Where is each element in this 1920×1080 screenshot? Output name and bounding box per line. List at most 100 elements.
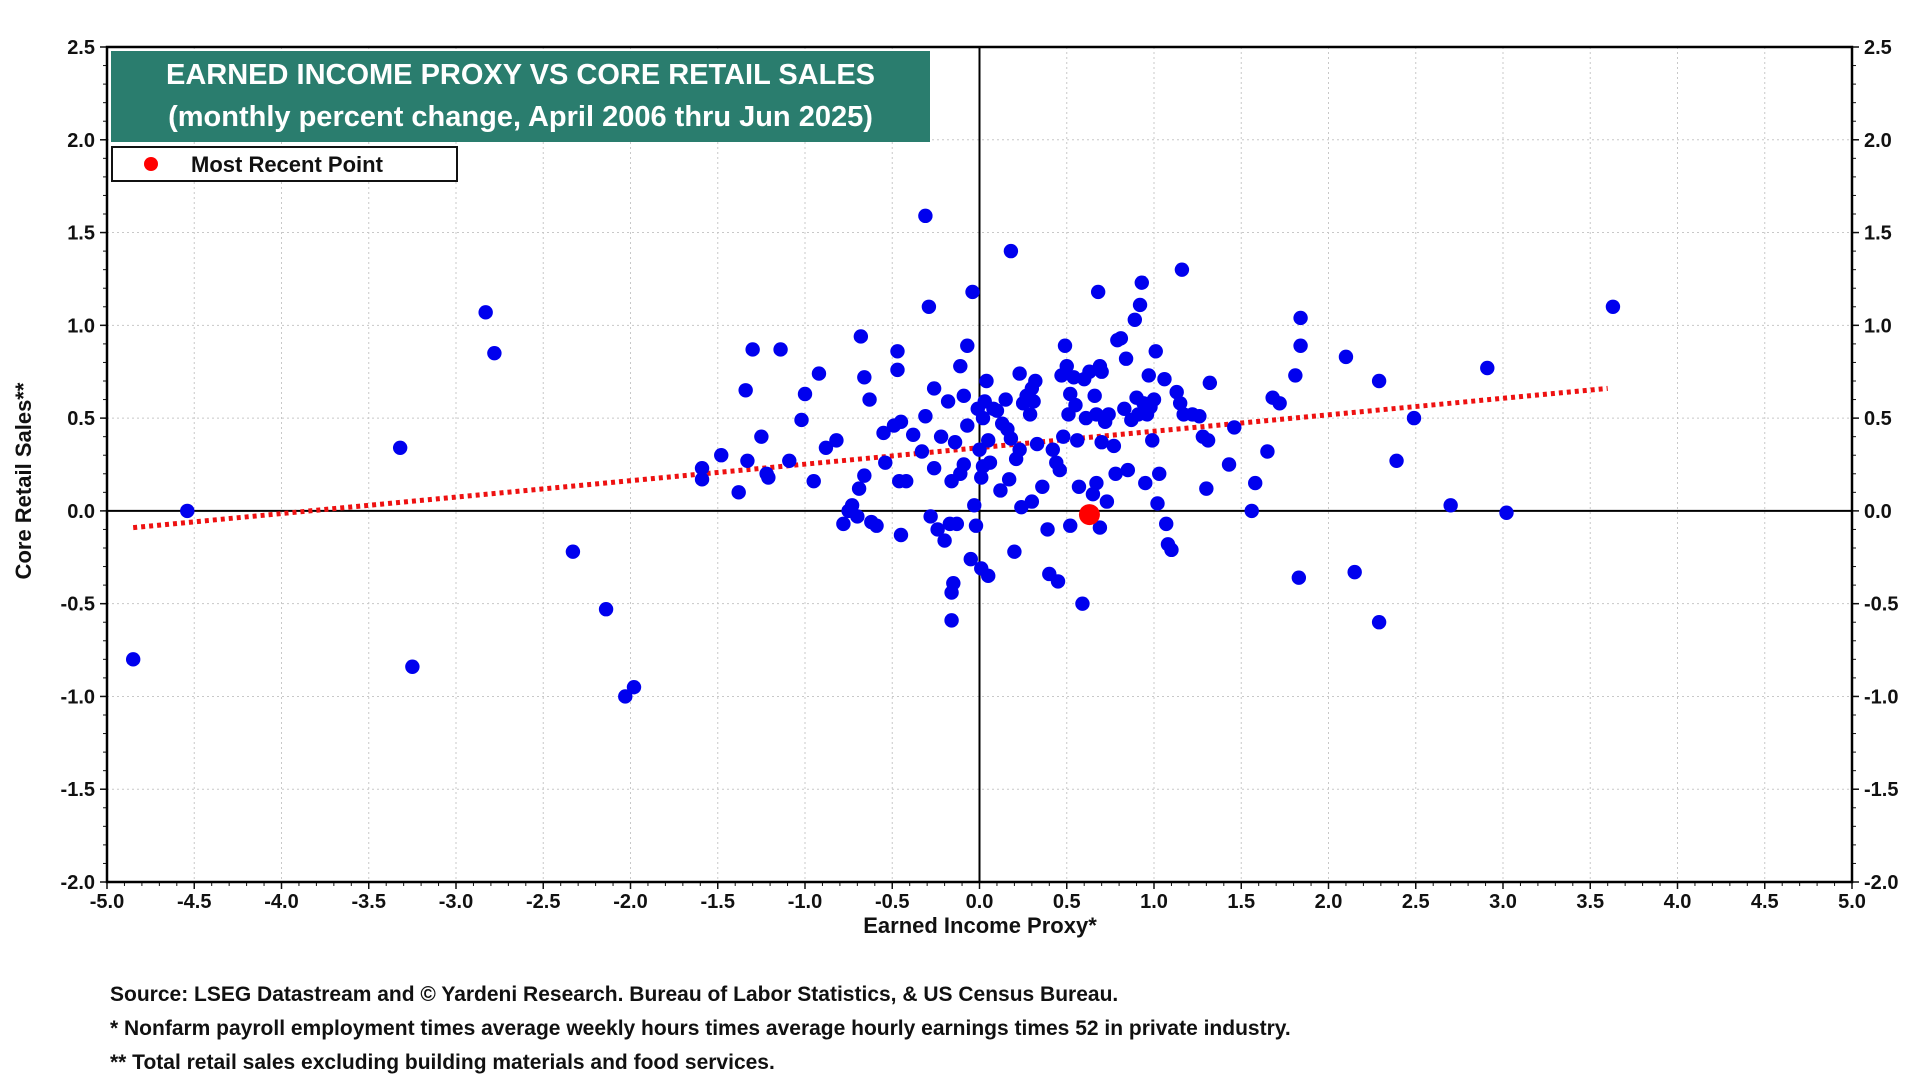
data-point bbox=[740, 453, 755, 468]
data-point bbox=[960, 418, 975, 433]
data-point bbox=[836, 516, 851, 532]
data-point bbox=[1063, 518, 1078, 533]
data-point bbox=[981, 568, 996, 584]
data-point bbox=[857, 468, 872, 483]
data-point bbox=[1028, 373, 1043, 389]
data-point bbox=[918, 208, 933, 224]
data-point bbox=[940, 394, 956, 409]
x-tick-label: -4.0 bbox=[264, 891, 298, 913]
data-point bbox=[1146, 392, 1162, 407]
y-tick-label-left: 2.5 bbox=[67, 37, 95, 59]
data-point bbox=[953, 358, 968, 374]
footnote-2: ** Total retail sales excluding building… bbox=[110, 1051, 775, 1074]
data-point bbox=[982, 455, 998, 470]
data-point bbox=[979, 373, 994, 389]
data-point bbox=[180, 503, 195, 519]
data-point bbox=[738, 383, 753, 398]
data-point bbox=[923, 509, 938, 524]
data-point bbox=[918, 409, 933, 424]
y-tick-label-left: -1.5 bbox=[61, 779, 95, 801]
y-tick-label-left: 0.5 bbox=[67, 408, 95, 430]
x-tick-label: 3.0 bbox=[1489, 891, 1517, 913]
data-point bbox=[773, 342, 788, 357]
axes bbox=[100, 45, 1859, 889]
y-tick-label-right: 1.5 bbox=[1864, 223, 1892, 245]
recent-point-group bbox=[1078, 504, 1100, 526]
legend: Most Recent Point bbox=[111, 146, 458, 182]
data-point bbox=[1057, 338, 1073, 353]
data-point bbox=[1338, 349, 1354, 365]
data-point bbox=[1260, 444, 1275, 459]
y-tick-label-right: -1.0 bbox=[1864, 686, 1898, 708]
data-point bbox=[1063, 386, 1078, 402]
data-point bbox=[914, 444, 930, 459]
data-point bbox=[1499, 505, 1514, 520]
data-point bbox=[1022, 407, 1038, 422]
data-point bbox=[1371, 615, 1387, 630]
data-point bbox=[857, 370, 872, 385]
y-axis-label: Core Retail Sales** bbox=[11, 382, 36, 579]
data-point bbox=[963, 551, 978, 567]
data-point bbox=[1024, 494, 1040, 509]
data-point bbox=[1169, 384, 1184, 400]
y-tick-label-left: 1.0 bbox=[67, 315, 95, 337]
plot-border bbox=[105, 45, 1854, 884]
x-tick-label: 0.5 bbox=[1053, 891, 1081, 913]
data-point bbox=[844, 498, 860, 513]
data-point bbox=[1003, 243, 1019, 259]
data-point bbox=[1443, 498, 1458, 513]
data-point bbox=[944, 613, 959, 628]
data-point bbox=[1035, 479, 1050, 494]
data-point bbox=[1157, 371, 1172, 387]
data-point bbox=[1141, 368, 1156, 383]
data-point bbox=[960, 338, 975, 353]
data-point bbox=[1118, 351, 1134, 366]
data-point bbox=[1052, 462, 1067, 478]
y-tick-label-right: -2.0 bbox=[1864, 872, 1898, 894]
data-point bbox=[1150, 496, 1165, 511]
data-point bbox=[893, 527, 909, 543]
y-tick-label-left: -1.0 bbox=[61, 686, 95, 708]
data-point bbox=[876, 425, 891, 441]
data-point bbox=[1605, 299, 1621, 314]
data-point bbox=[1134, 275, 1149, 290]
data-point bbox=[806, 474, 821, 489]
data-point bbox=[1127, 312, 1143, 327]
data-point bbox=[1227, 420, 1242, 435]
data-point bbox=[933, 429, 949, 444]
data-point bbox=[1045, 442, 1060, 457]
data-point bbox=[1192, 409, 1207, 424]
data-point bbox=[989, 403, 1005, 418]
chart-title: EARNED INCOME PROXY VS CORE RETAIL SALES bbox=[166, 59, 875, 91]
data-point bbox=[694, 461, 710, 476]
data-point bbox=[1003, 431, 1019, 446]
y-tick-label-left: -2.0 bbox=[61, 872, 95, 894]
data-point bbox=[1293, 338, 1308, 353]
x-tick-label: -2.5 bbox=[526, 891, 560, 913]
data-point bbox=[1085, 486, 1101, 502]
y-tick-label-right: 0.5 bbox=[1864, 408, 1892, 430]
data-point bbox=[1068, 397, 1083, 413]
data-point bbox=[937, 533, 952, 548]
data-point bbox=[1199, 481, 1214, 496]
y-tick-label-left: 0.0 bbox=[67, 501, 95, 523]
data-point bbox=[1480, 360, 1495, 376]
chart-subtitle: (monthly percent change, April 2006 thru… bbox=[168, 101, 873, 133]
data-point bbox=[926, 461, 942, 476]
data-point bbox=[899, 474, 914, 489]
data-point bbox=[1056, 429, 1071, 444]
data-point bbox=[598, 602, 614, 617]
data-point bbox=[947, 435, 963, 450]
data-point bbox=[1012, 366, 1027, 381]
data-point bbox=[1012, 442, 1027, 457]
data-point bbox=[745, 342, 760, 357]
data-point bbox=[1371, 373, 1387, 389]
data-point bbox=[949, 516, 965, 532]
data-point bbox=[850, 509, 865, 524]
y-tick-label-left: 2.0 bbox=[67, 130, 95, 152]
y-tick-label-right: -0.5 bbox=[1864, 594, 1898, 616]
data-point bbox=[956, 388, 971, 404]
y-tick-labels: 2.5 2.5 2.0 2.0 1.5 1.5 1.0 1.0 0.5 0.5 0.0 0.0 -0.5… bbox=[61, 37, 1899, 894]
y-tick-label-left: 1.5 bbox=[67, 223, 95, 245]
data-point bbox=[890, 344, 905, 359]
